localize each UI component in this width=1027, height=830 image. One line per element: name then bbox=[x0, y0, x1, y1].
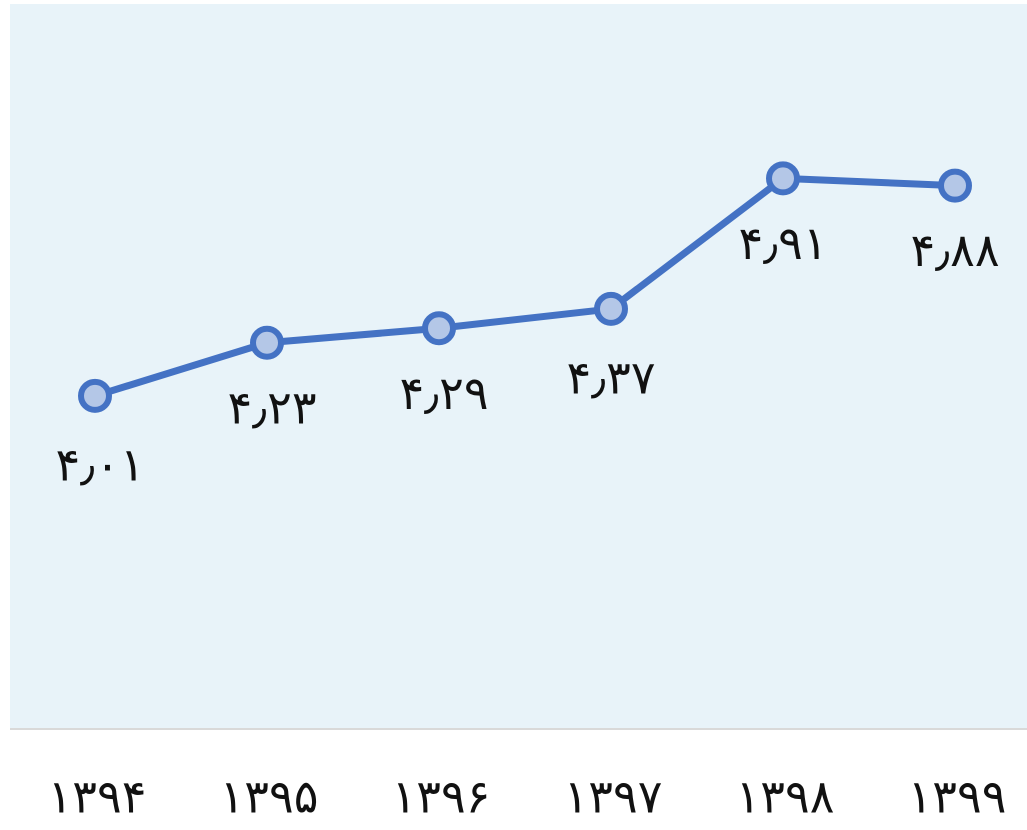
data-point bbox=[422, 311, 456, 346]
plot-area bbox=[10, 4, 1027, 729]
data-label: ۴٫۳۷ bbox=[566, 350, 655, 404]
data-label: ۴٫۲۳ bbox=[227, 380, 316, 434]
data-point bbox=[594, 291, 628, 326]
x-axis-tick-label: ۱۳۹۶ bbox=[392, 770, 491, 824]
data-point bbox=[766, 161, 800, 196]
x-axis-tick-label: ۱۳۹۸ bbox=[736, 770, 835, 824]
data-point bbox=[938, 168, 972, 203]
series-line bbox=[91, 174, 959, 400]
x-axis-tick-labels: ۱۳۹۴ ۱۳۹۵ ۱۳۹۶ ۱۳۹۷ ۱۳۹۸ ۱۳۹۹ bbox=[48, 770, 1007, 824]
data-label: ۴٫۰۱ bbox=[55, 437, 144, 491]
data-label: ۴٫۹۱ bbox=[738, 216, 827, 270]
x-axis-tick-label: ۱۳۹۷ bbox=[564, 770, 663, 824]
data-labels: ۴٫۰۱ ۴٫۲۳ ۴٫۲۹ ۴٫۳۷ ۴٫۹۱ ۴٫۸۸ bbox=[55, 216, 999, 491]
x-axis-tick-label: ۱۳۹۵ bbox=[220, 770, 319, 824]
data-label: ۴٫۸۸ bbox=[910, 223, 999, 277]
data-point bbox=[250, 325, 284, 360]
data-point bbox=[78, 378, 112, 413]
x-axis-tick-label: ۱۳۹۹ bbox=[908, 770, 1007, 824]
data-points bbox=[78, 161, 972, 413]
x-axis-tick-label: ۱۳۹۴ bbox=[48, 770, 147, 824]
data-label: ۴٫۲۹ bbox=[399, 366, 488, 420]
